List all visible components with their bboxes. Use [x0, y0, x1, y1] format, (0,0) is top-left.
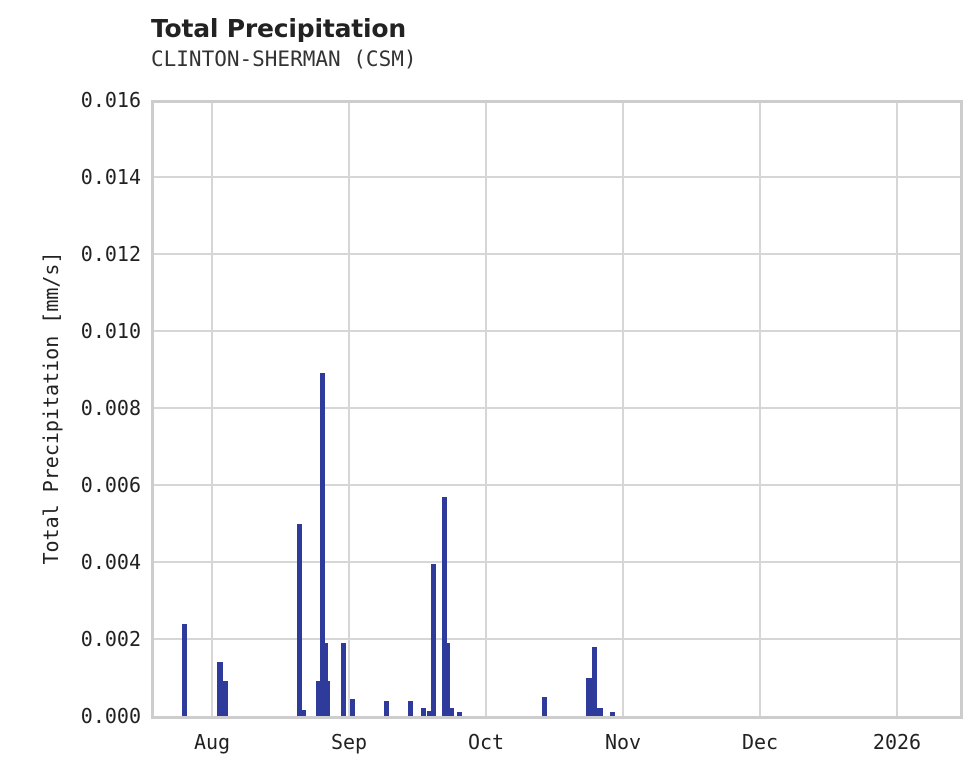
gridline-vertical	[211, 100, 213, 716]
bar	[542, 696, 547, 716]
axis-spine-right	[960, 100, 963, 719]
bar	[324, 642, 328, 716]
axis-spine-top	[151, 100, 963, 103]
x-axis-tick: Oct	[467, 730, 505, 754]
bar	[431, 563, 436, 716]
gridline-horizontal	[151, 484, 960, 486]
gridline-horizontal	[151, 330, 960, 332]
bar	[446, 642, 450, 716]
y-axis-tick: 0.008	[80, 396, 141, 420]
bar	[421, 707, 426, 716]
y-axis-tick: 0.014	[80, 165, 141, 189]
gridline-horizontal	[151, 638, 960, 640]
y-axis-tick: 0.006	[80, 473, 141, 497]
x-axis-tick: Nov	[604, 730, 642, 754]
bar	[182, 623, 187, 716]
bar	[610, 712, 615, 716]
y-axis-tick: 0.000	[80, 704, 141, 728]
title-block: Total Precipitation CLINTON-SHERMAN (CSM…	[151, 14, 851, 73]
bar	[442, 496, 447, 716]
bar	[427, 711, 433, 716]
x-axis-tick: Dec	[741, 730, 779, 754]
x-axis-tick: 2026	[872, 730, 922, 754]
bar	[592, 647, 597, 716]
axis-spine-bottom	[151, 716, 963, 719]
y-axis-tick: 0.016	[80, 88, 141, 112]
bar	[586, 677, 593, 716]
chart-subtitle: CLINTON-SHERMAN (CSM)	[151, 47, 417, 71]
bar	[457, 712, 462, 716]
bar	[320, 373, 325, 716]
bar	[350, 698, 355, 716]
bar	[341, 642, 346, 716]
gridline-horizontal	[151, 253, 960, 255]
bar	[447, 707, 454, 716]
x-axis-tick: Sep	[330, 730, 368, 754]
y-axis-tick: 0.012	[80, 242, 141, 266]
bar	[221, 680, 228, 716]
gridline-horizontal	[151, 176, 960, 178]
gridline-vertical	[896, 100, 898, 716]
bar	[217, 662, 223, 716]
bar	[384, 700, 389, 716]
gridline-horizontal	[151, 407, 960, 409]
bar	[597, 708, 603, 716]
y-axis-tick: 0.010	[80, 319, 141, 343]
x-axis-tick: Aug	[193, 730, 231, 754]
bar	[297, 523, 302, 716]
gridline-horizontal	[151, 561, 960, 563]
gridline-vertical	[622, 100, 624, 716]
gridline-vertical	[348, 100, 350, 716]
gridline-vertical	[759, 100, 761, 716]
bar	[302, 710, 306, 716]
page-title: Total Precipitation	[151, 14, 406, 43]
axis-spine-left	[151, 100, 154, 719]
y-axis-tick: 0.002	[80, 627, 141, 651]
plot-area	[151, 100, 960, 716]
y-axis-tick: 0.004	[80, 550, 141, 574]
bar	[408, 700, 413, 716]
gridline-vertical	[485, 100, 487, 716]
